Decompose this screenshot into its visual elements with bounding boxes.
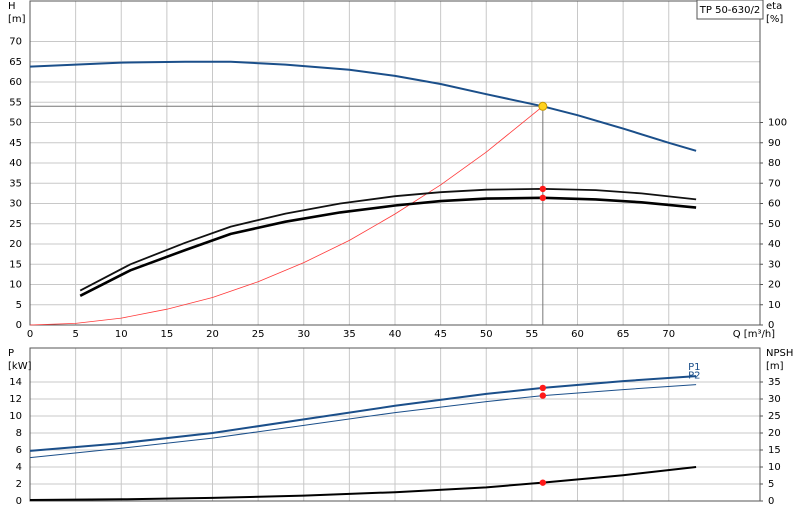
- y2-tick-label: 25: [768, 411, 781, 422]
- series-label: P1: [688, 362, 700, 373]
- y-tick-label: 20: [9, 239, 22, 250]
- curve: [79, 188, 697, 292]
- y-tick-label: 45: [9, 138, 22, 149]
- y2-tick-label: 80: [768, 158, 781, 169]
- y2-tick-label: 30: [768, 259, 781, 270]
- y-axis-unit: [m]: [8, 14, 26, 25]
- y-tick-label: 60: [9, 77, 22, 88]
- y2-axis-unit: [m]: [766, 361, 784, 372]
- y2-axis-label: eta: [766, 1, 782, 12]
- y-tick-label: 65: [9, 57, 22, 68]
- y-tick-label: 70: [9, 37, 22, 48]
- x-tick-label: 5: [72, 329, 78, 340]
- y2-tick-label: 35: [768, 377, 781, 388]
- plot-frame: [29, 347, 761, 502]
- y2-axis-label: NPSH: [766, 348, 793, 359]
- y2-tick-label: 0: [768, 320, 774, 331]
- y-tick-label: 8: [16, 428, 22, 439]
- y-tick-label: 5: [16, 300, 22, 311]
- y-tick-label: 0: [16, 320, 22, 331]
- x-tick-label: 50: [480, 329, 493, 340]
- title-box: [696, 0, 764, 20]
- y-tick-label: 6: [16, 445, 22, 456]
- y-axis-label: H: [8, 1, 16, 12]
- x-axis-label: Q [m³/h]: [733, 329, 775, 340]
- y2-tick-label: 50: [768, 219, 781, 230]
- x-tick-label: 15: [161, 329, 174, 340]
- y2-tick-label: 10: [768, 462, 781, 473]
- y2-tick-label: 20: [768, 280, 781, 291]
- y-tick-label: 25: [9, 219, 22, 230]
- x-tick-label: 10: [115, 329, 128, 340]
- y-tick-label: 4: [16, 462, 22, 473]
- x-tick-label: 35: [343, 329, 356, 340]
- curve: [29, 60, 697, 152]
- y-tick-label: 40: [9, 158, 22, 169]
- x-tick-label: 40: [389, 329, 402, 340]
- y-tick-label: 12: [9, 394, 22, 405]
- y2-tick-label: 90: [768, 138, 781, 149]
- y2-tick-label: 100: [768, 118, 787, 129]
- y-tick-label: 50: [9, 118, 22, 129]
- duty-marker: [539, 479, 547, 486]
- y-tick-label: 14: [9, 377, 22, 388]
- x-tick-label: 45: [434, 329, 447, 340]
- curve: [29, 105, 544, 326]
- curve: [79, 196, 697, 297]
- y-tick-label: 55: [9, 97, 22, 108]
- x-tick-label: 25: [252, 329, 265, 340]
- duty-marker: [539, 384, 547, 392]
- y2-tick-label: 0: [768, 496, 774, 507]
- y-tick-label: 2: [16, 479, 22, 490]
- duty-marker: [539, 194, 547, 202]
- chart-title: TP 50-630/2: [699, 5, 760, 16]
- x-tick-label: 70: [662, 329, 675, 340]
- x-tick-label: 55: [526, 329, 539, 340]
- y-tick-label: 30: [9, 199, 22, 210]
- y2-tick-label: 15: [768, 445, 781, 456]
- duty-marker: [539, 185, 547, 193]
- y-tick-label: 15: [9, 259, 22, 270]
- x-tick-label: 0: [27, 329, 33, 340]
- y2-tick-label: 30: [768, 394, 781, 405]
- y-axis-label: P: [8, 348, 14, 359]
- y2-tick-label: 5: [768, 479, 774, 490]
- y2-tick-label: 10: [768, 300, 781, 311]
- y-axis-unit: [kW]: [8, 361, 32, 372]
- y-tick-label: 35: [9, 178, 22, 189]
- duty-marker: [539, 392, 547, 399]
- curve: [29, 384, 697, 459]
- y2-tick-label: 20: [768, 428, 781, 439]
- y-tick-label: 0: [16, 496, 22, 507]
- y2-tick-label: 60: [768, 199, 781, 210]
- y2-tick-label: 40: [768, 239, 781, 250]
- duty-point: [538, 101, 548, 111]
- y2-axis-unit: [%]: [766, 14, 783, 25]
- curve: [29, 466, 697, 501]
- y2-tick-label: 70: [768, 178, 781, 189]
- x-tick-label: 60: [571, 329, 584, 340]
- series-label: P2: [688, 371, 700, 382]
- x-tick-label: 65: [617, 329, 630, 340]
- plot-frame: [29, 0, 761, 326]
- x-tick-label: 20: [206, 329, 219, 340]
- curve: [29, 375, 697, 452]
- x-tick-label: 30: [297, 329, 310, 340]
- y-tick-label: 10: [9, 411, 22, 422]
- y-tick-label: 10: [9, 280, 22, 291]
